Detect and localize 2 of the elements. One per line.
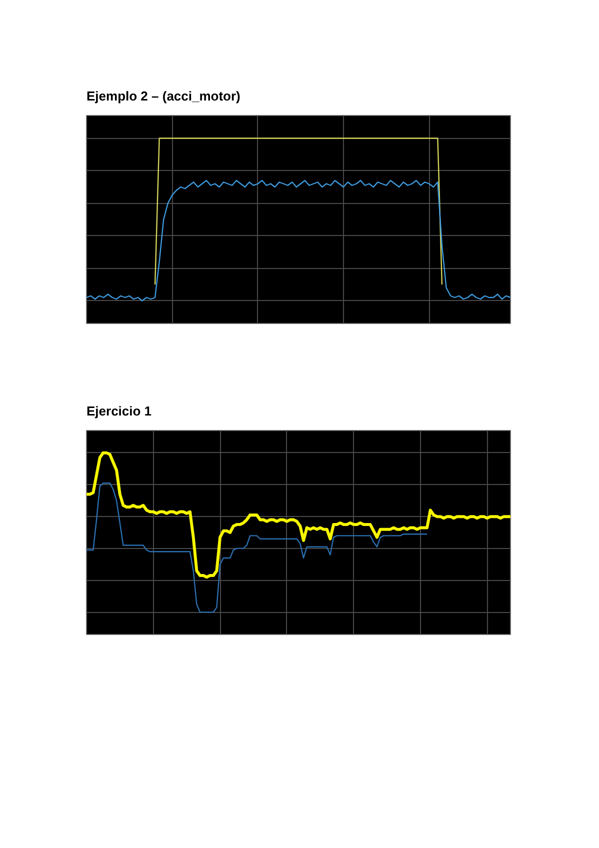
- chart-title: Ejemplo 2 – (acci_motor): [86, 88, 240, 104]
- chart-title: Ejercicio 1: [86, 404, 152, 418]
